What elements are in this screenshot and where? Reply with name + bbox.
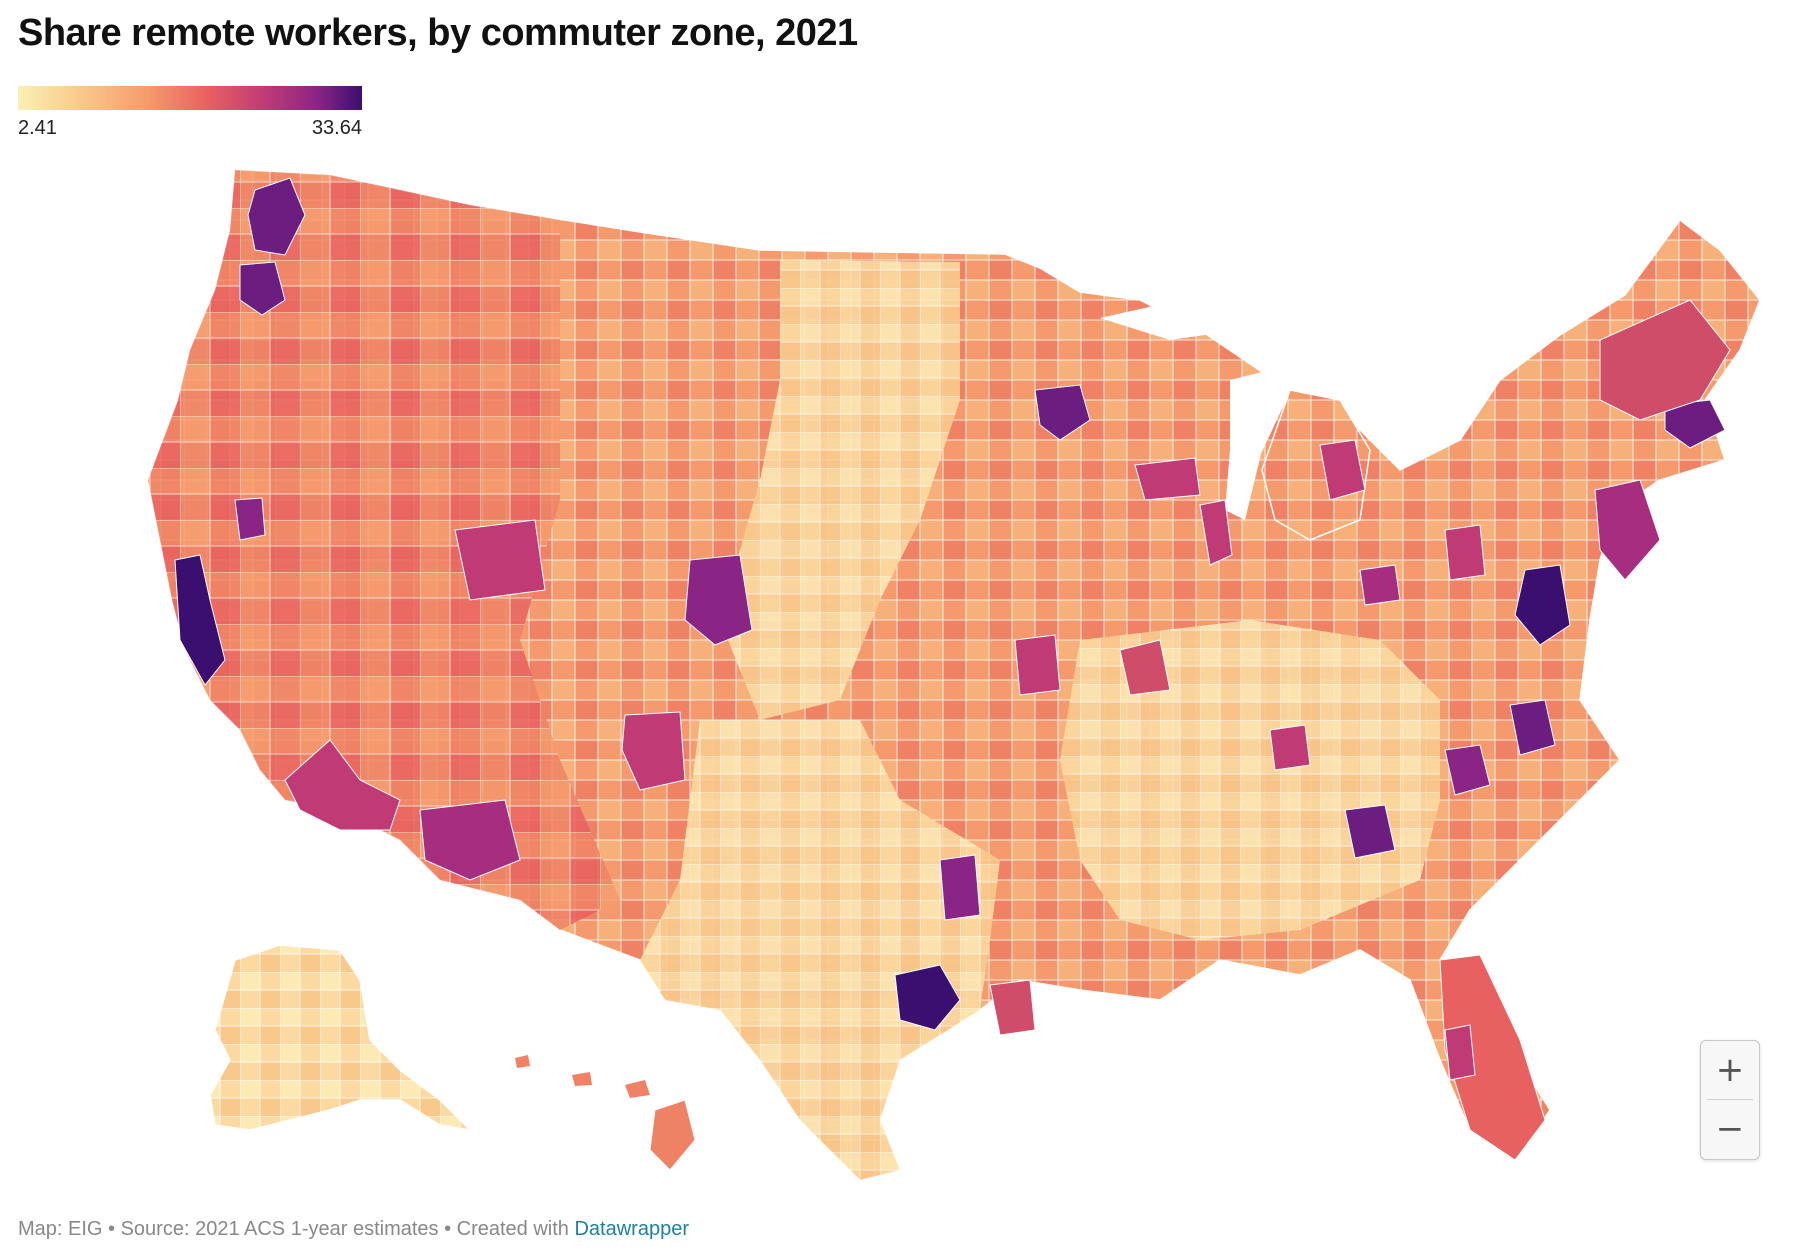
western-region[interactable] (148, 170, 620, 930)
chicago-zone[interactable] (1199, 499, 1233, 566)
columbus-zone[interactable] (1359, 564, 1401, 606)
hawaii-big-island[interactable] (649, 1099, 696, 1171)
st-louis-zone[interactable] (1119, 639, 1171, 696)
hawaii-oahu[interactable] (572, 1072, 592, 1086)
michigan-region[interactable] (1261, 389, 1371, 541)
southeast-region[interactable] (1060, 620, 1440, 940)
phoenix-zone[interactable] (419, 799, 521, 881)
madison-zone[interactable] (1134, 457, 1201, 501)
lake-michigan (1225, 372, 1262, 520)
legend-max-label: 33.64 (311, 117, 362, 139)
portland-zone[interactable] (239, 261, 286, 316)
dallas-zone[interactable] (939, 854, 981, 921)
zoom-out-button[interactable]: − (1715, 1109, 1745, 1149)
sf-bay-zone[interactable] (174, 554, 226, 686)
austin-zone[interactable] (894, 964, 961, 1031)
texas-region[interactable] (640, 720, 1000, 1180)
legend-gradient-bar (18, 86, 362, 110)
zoom-control: + − (1700, 1040, 1760, 1160)
kansas-city-zone[interactable] (1014, 634, 1061, 696)
hawaii-maui[interactable] (625, 1080, 650, 1098)
charlotte-zone[interactable] (1444, 744, 1491, 796)
houston-zone[interactable] (989, 979, 1036, 1036)
nashville-zone[interactable] (1269, 724, 1311, 771)
sacramento-zone[interactable] (234, 497, 266, 541)
southern-california-zone[interactable] (284, 739, 401, 831)
choropleth-map[interactable] (0, 150, 1802, 1200)
detroit-zone[interactable] (1319, 439, 1366, 501)
map-title: Share remote workers, by commuter zone, … (18, 12, 858, 54)
footer-source-text: Map: EIG • Source: 2021 ACS 1-year estim… (18, 1218, 575, 1240)
dc-zone[interactable] (1514, 564, 1571, 646)
pittsburgh-zone[interactable] (1444, 524, 1486, 581)
source-footer: Map: EIG • Source: 2021 ACS 1-year estim… (18, 1218, 689, 1241)
legend-min-label: 2.41 (18, 117, 57, 139)
minneapolis-zone[interactable] (1034, 384, 1091, 441)
raleigh-zone[interactable] (1509, 699, 1556, 756)
new-york-zone[interactable] (1594, 479, 1661, 581)
lake-superior (1100, 300, 1240, 340)
zoom-in-button[interactable]: + (1715, 1050, 1745, 1090)
atlanta-zone[interactable] (1344, 804, 1396, 859)
zoom-divider (1707, 1099, 1753, 1100)
denver-zone[interactable] (684, 554, 753, 646)
color-legend: 2.41 33.64 (18, 86, 362, 143)
boston-zone[interactable] (1664, 399, 1726, 449)
albuquerque-zone[interactable] (621, 711, 686, 791)
seattle-zone[interactable] (247, 177, 306, 256)
datawrapper-link[interactable]: Datawrapper (574, 1218, 689, 1240)
hawaii-kauai[interactable] (515, 1055, 530, 1068)
new-england-zone[interactable] (1599, 299, 1731, 421)
plains-region[interactable] (720, 260, 960, 720)
tampa-zone[interactable] (1444, 1024, 1476, 1081)
salt-lake-zone[interactable] (454, 519, 546, 601)
alaska-region[interactable] (209, 944, 473, 1132)
